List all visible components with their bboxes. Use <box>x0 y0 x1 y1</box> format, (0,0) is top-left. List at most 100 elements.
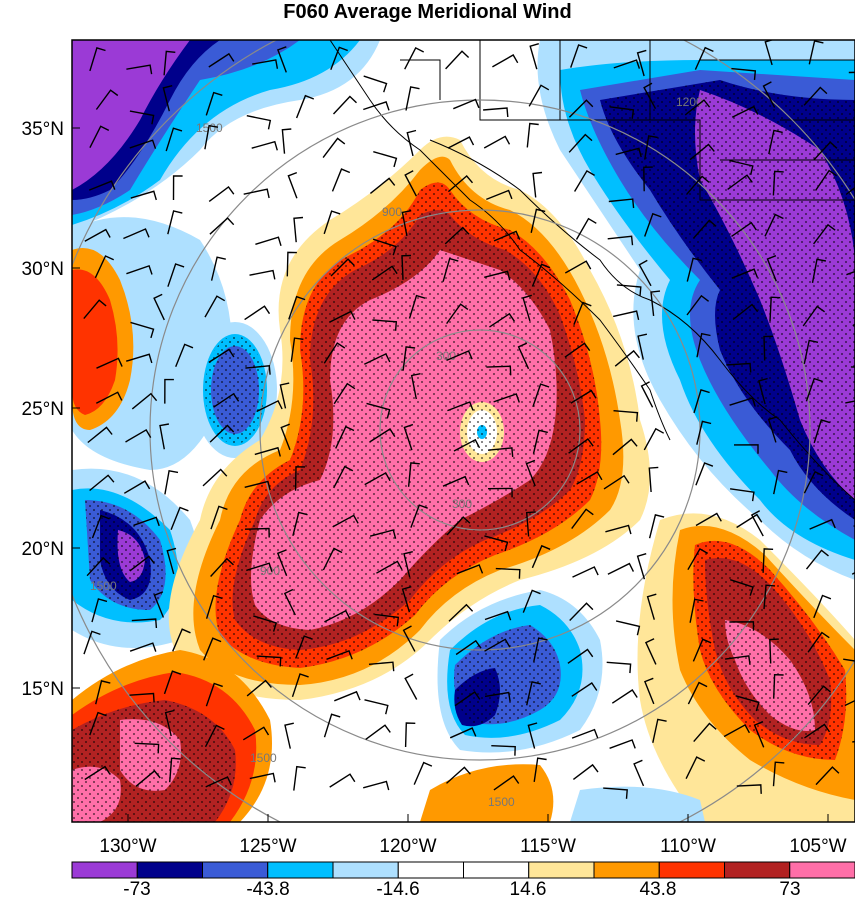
wind-barb <box>208 186 235 202</box>
wind-barb <box>126 64 153 75</box>
wind-barb <box>727 174 753 190</box>
wind-barb <box>564 342 591 358</box>
wind-barb <box>613 310 640 321</box>
wind-barb <box>803 339 819 365</box>
colorbar-swatch <box>463 861 530 879</box>
wind-barb <box>291 673 309 698</box>
map-plot-area: 300 300 900 900 1500 1500 1500 1500 1200 <box>72 40 855 822</box>
wind-barb <box>447 401 474 412</box>
colorbar-label: -43.8 <box>246 879 289 900</box>
wind-barb <box>448 603 474 622</box>
wind-barb <box>616 284 642 297</box>
wind-barb <box>363 352 391 365</box>
wind-barb <box>696 332 711 358</box>
wind-barb <box>573 301 592 325</box>
wind-barb <box>684 99 711 116</box>
wind-barb <box>244 527 270 538</box>
wind-barb <box>326 650 353 660</box>
wind-barb <box>404 722 416 748</box>
wind-barb <box>242 726 270 741</box>
wind-barb <box>805 377 823 402</box>
colorbar-swatch <box>136 861 203 879</box>
wind-barb <box>245 365 271 375</box>
range-ring-labels: 300 300 900 900 1500 1500 1500 1500 1200 <box>90 95 703 809</box>
wind-barb <box>130 321 155 339</box>
wind-barb <box>284 722 294 749</box>
wind-barb <box>323 342 346 364</box>
wind-barb <box>689 598 704 623</box>
wind-barb <box>210 505 228 530</box>
ring-label: 1500 <box>90 579 117 593</box>
wind-barb <box>402 625 416 652</box>
map-frame <box>71 39 855 823</box>
wind-barb <box>644 212 662 237</box>
wind-barb <box>843 658 855 662</box>
wind-barb <box>731 105 759 118</box>
wind-barb <box>365 724 391 740</box>
lon-axis: 130°W 125°W 120°W 115°W 110°W 105°W <box>99 814 847 857</box>
wind-barb <box>803 86 828 106</box>
lat-axis: 35°N 30°N 25°N 20°N 15°N <box>22 119 80 700</box>
wind-barb <box>322 137 346 159</box>
colorbar-label: 73 <box>779 879 800 900</box>
wind-barb <box>693 389 710 414</box>
wind-barb <box>209 424 235 443</box>
wind-barb <box>615 147 642 158</box>
wind-barb <box>609 106 635 119</box>
wind-barb <box>568 438 594 454</box>
wind-barb <box>815 766 840 786</box>
wind-barb <box>696 420 712 445</box>
colorbar-swatch <box>789 861 855 879</box>
wind-barb <box>125 428 152 443</box>
wind-barb <box>446 516 471 536</box>
wind-barb <box>453 98 480 110</box>
wind-barb <box>129 642 157 652</box>
wind-barb <box>685 756 706 780</box>
wind-barb <box>404 673 418 700</box>
wind-barb <box>572 566 599 578</box>
wind-barb <box>323 713 341 738</box>
wind-barb <box>487 487 513 498</box>
wind-barb <box>529 43 539 70</box>
colorbar-label: -73 <box>123 879 150 900</box>
wind-barb <box>813 594 832 619</box>
wind-barb <box>330 46 348 71</box>
wind-barb <box>95 680 111 705</box>
wind-barb <box>614 349 640 367</box>
lat-tick-label: 20°N <box>22 539 64 560</box>
colorbar-swatch <box>593 861 660 879</box>
wind-barb <box>125 353 153 364</box>
wind-barb <box>205 776 232 788</box>
wind-barb <box>175 343 194 367</box>
wind-barb <box>374 613 400 627</box>
wind-barb <box>731 268 759 279</box>
wind-barb <box>733 444 759 454</box>
wind-barb <box>694 46 714 70</box>
wind-barb <box>442 475 470 487</box>
wind-barb <box>846 270 855 276</box>
wind-barb <box>605 524 632 535</box>
ring-label: 900 <box>260 564 280 578</box>
wind-barb <box>447 136 475 149</box>
lat-tick-label: 30°N <box>22 259 64 280</box>
wind-barb <box>205 594 223 619</box>
ring-label: 300 <box>436 349 456 363</box>
wind-barb <box>249 772 276 783</box>
wind-barb <box>244 305 271 321</box>
wind-barb <box>442 257 459 282</box>
lon-tick-label: 110°W <box>660 836 716 857</box>
wind-barb <box>804 723 831 739</box>
wind-barb <box>758 377 768 405</box>
wind-barb <box>772 761 785 787</box>
wind-barb <box>763 584 776 610</box>
wind-barb <box>773 673 784 699</box>
wind-barb <box>532 383 550 408</box>
wind-barb <box>363 101 390 111</box>
wind-barb <box>573 169 595 192</box>
wind-barb <box>489 312 515 328</box>
wind-barb <box>332 514 359 528</box>
wind-barb <box>449 727 477 739</box>
wind-barb <box>729 579 754 596</box>
wind-barb <box>692 638 712 662</box>
wind-barb <box>636 49 647 77</box>
